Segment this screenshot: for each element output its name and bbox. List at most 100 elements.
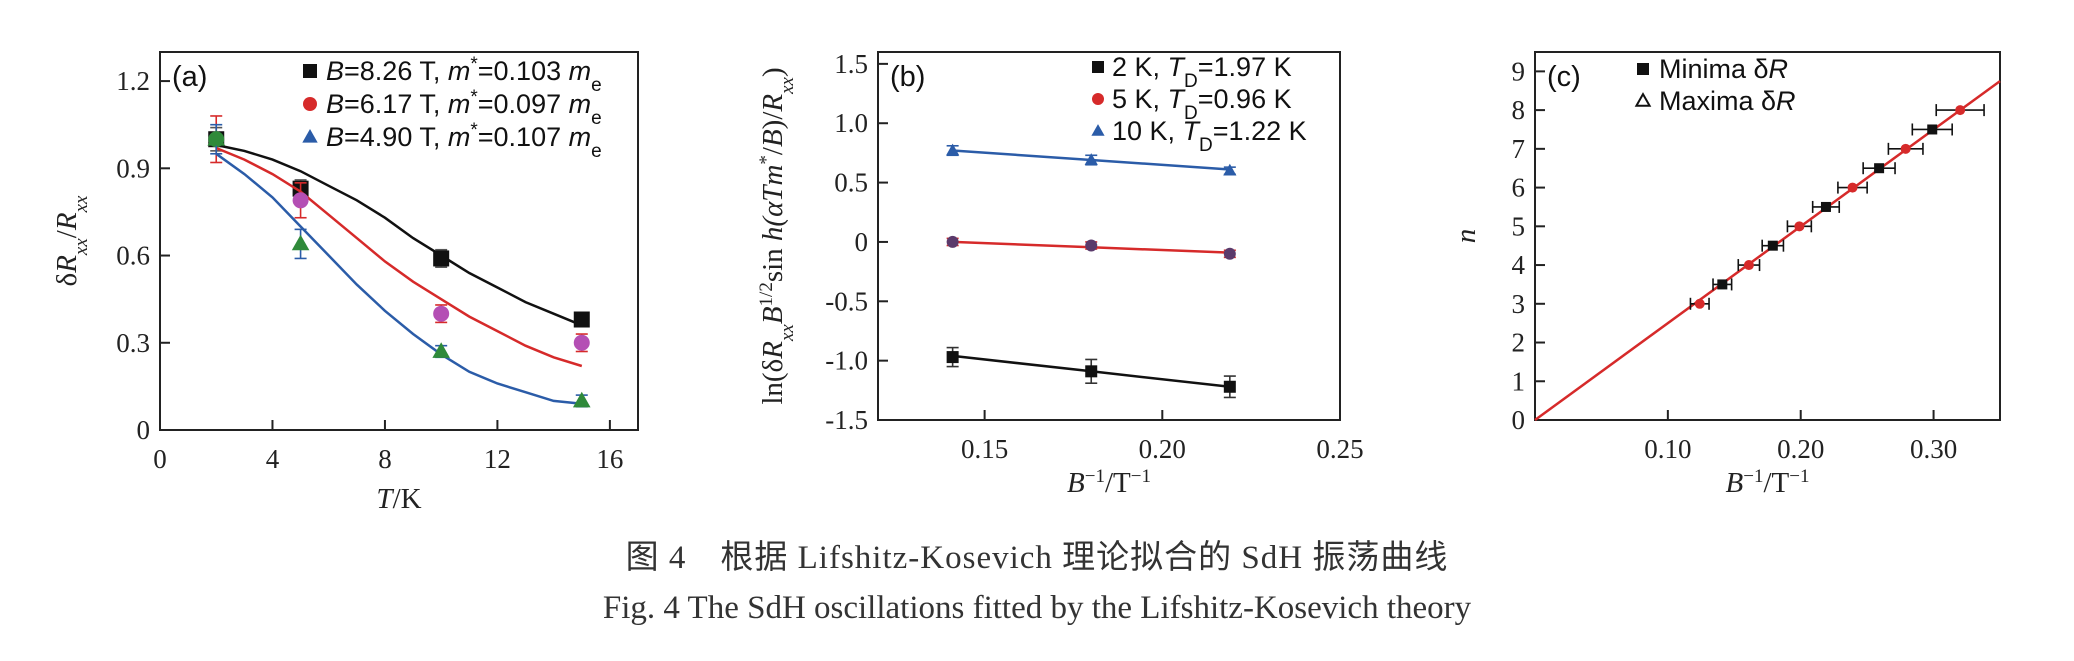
- y-axis-title: ln(δRxxB1/2sin h(αTm*/B)/Rxx): [756, 67, 798, 404]
- data-point: [292, 192, 309, 209]
- x-axis-title: B−1/T−1: [1726, 466, 1810, 500]
- x-tick-label: 12: [484, 444, 511, 474]
- y-tick-label: 9: [1512, 56, 1526, 86]
- legend-label: 10 K, TD=1.22 K: [1112, 116, 1307, 156]
- y-tick-label: 0: [855, 227, 869, 257]
- y-axis-title: n: [1450, 229, 1482, 244]
- y-axis-title: δRxx/Rxx: [51, 195, 92, 286]
- panel-label: (c): [1547, 61, 1581, 93]
- y-tick-label: 6: [1512, 173, 1526, 203]
- x-tick-label: 0.10: [1644, 434, 1691, 464]
- y-tick-label: 0.6: [116, 241, 150, 271]
- legend-label: B=8.26 T, m*=0.103 me: [326, 54, 602, 96]
- x-tick-label: 0.20: [1139, 434, 1186, 464]
- data-point: [1223, 247, 1236, 260]
- x-tick-label: 8: [378, 444, 392, 474]
- y-tick-label: 0.3: [116, 328, 150, 358]
- data-point: [1694, 298, 1705, 309]
- data-point: [1874, 163, 1885, 174]
- legend-marker: [302, 128, 318, 143]
- data-point: [1794, 221, 1805, 232]
- data-point: [572, 391, 591, 408]
- data-point: [946, 143, 960, 156]
- data-point: [291, 234, 310, 251]
- data-point: [1820, 201, 1831, 212]
- data-point: [432, 342, 450, 358]
- data-point: [433, 305, 450, 322]
- y-tick-label: 3: [1512, 289, 1526, 319]
- y-tick-label: 1.0: [834, 108, 868, 138]
- caption-english: Fig. 4 The SdH oscillations fitted by th…: [602, 590, 1472, 626]
- data-point: [946, 351, 959, 364]
- data-point: [1847, 182, 1858, 193]
- data-point: [1223, 163, 1237, 176]
- fit-curve: [215, 143, 583, 327]
- panel-label: (b): [890, 61, 925, 93]
- x-tick-label: 0.30: [1910, 434, 1957, 464]
- data-point: [1900, 143, 1911, 154]
- series-1: [946, 346, 1236, 399]
- data-point: [1743, 260, 1754, 271]
- data-point: [1084, 153, 1098, 165]
- panel-label: (a): [172, 61, 207, 93]
- y-origin-label: 0: [137, 415, 151, 445]
- y-tick-label: 1.2: [116, 66, 150, 96]
- y-tick-label: 5: [1512, 211, 1526, 241]
- legend-marker: [303, 97, 317, 111]
- series-1: [208, 126, 590, 328]
- series-1: [1712, 123, 1953, 291]
- legend-label: Minima δR: [1659, 54, 1788, 84]
- series-3: [207, 123, 591, 408]
- plot-frame: [1534, 51, 2001, 421]
- data-point: [1767, 240, 1778, 251]
- x-axis-title: T/K: [376, 483, 421, 515]
- data-point: [433, 250, 450, 267]
- legend-marker: [1091, 124, 1105, 136]
- data-point: [1085, 365, 1098, 378]
- x-tick-label: 0: [153, 444, 167, 474]
- plot-frame: [877, 51, 1341, 421]
- legend-marker: [1634, 92, 1652, 107]
- legend-label: Maxima δR: [1659, 86, 1796, 116]
- figure: 0 4 8 12 16 0.3 0.6 0.9 1.2 0 (a) T/K δRxx/Rxx B=8.26…: [51, 49, 2001, 515]
- legend-label: 5 K, TD=0.96 K: [1112, 84, 1292, 124]
- x-tick-label: 0.15: [961, 434, 1008, 464]
- y-tick-label: 8: [1512, 95, 1526, 125]
- y-tick-label: 2: [1512, 328, 1526, 358]
- y-tick-label: -1.5: [825, 405, 868, 435]
- y-tick-label: 0.9: [116, 153, 150, 183]
- legend: 2 K, TD=1.97 K5 K, TD=0.96 K10 K, TD=1.2…: [1091, 52, 1307, 156]
- x-tick-label: 0.20: [1777, 434, 1824, 464]
- y-axis-title-group: n: [1450, 229, 1482, 244]
- x-tick-label: 16: [596, 444, 623, 474]
- y-tick-label: 7: [1512, 134, 1526, 164]
- fit-curve: [215, 146, 583, 368]
- legend-marker: [1092, 61, 1104, 73]
- data-point: [573, 334, 590, 351]
- fit-curve: [215, 152, 582, 406]
- series-2: [208, 115, 590, 368]
- data-point: [1223, 380, 1236, 393]
- y-axis-title-group: ln(δRxxB1/2sin h(αTm*/B)/Rxx): [756, 67, 798, 404]
- legend-marker: [303, 64, 317, 78]
- series-3: [946, 143, 1237, 176]
- legend-marker: [1637, 63, 1649, 75]
- legend-label: B=4.90 T, m*=0.107 me: [326, 120, 602, 162]
- y-tick-label: 0.5: [834, 168, 868, 198]
- data-point: [1927, 124, 1938, 135]
- y-tick-label: 0: [1512, 405, 1526, 435]
- panel-c: 0.10 0.20 0.30 0 1 2 3 4 5 6 7 8 9 (c) B−1/T−1 n Minima …: [1450, 51, 2001, 500]
- legend-marker: [1092, 93, 1104, 105]
- series-2: [1689, 104, 1985, 310]
- y-tick-label: 1.5: [834, 49, 868, 79]
- y-tick-label: 4: [1512, 250, 1526, 280]
- caption-chinese: 图 4 根据 Lifshitz-Kosevich 理论拟合的 SdH 振荡曲线: [625, 540, 1449, 576]
- panel-a: 0 4 8 12 16 0.3 0.6 0.9 1.2 0 (a) T/K δRxx/Rxx B=8.26…: [51, 51, 639, 515]
- legend-label: 2 K, TD=1.97 K: [1112, 52, 1292, 92]
- x-tick-label: 4: [266, 444, 280, 474]
- y-tick-label: -1.0: [825, 346, 868, 376]
- fit-line: [1534, 80, 2001, 422]
- data-point: [207, 130, 226, 146]
- legend-label: B=6.17 T, m*=0.097 me: [326, 87, 602, 129]
